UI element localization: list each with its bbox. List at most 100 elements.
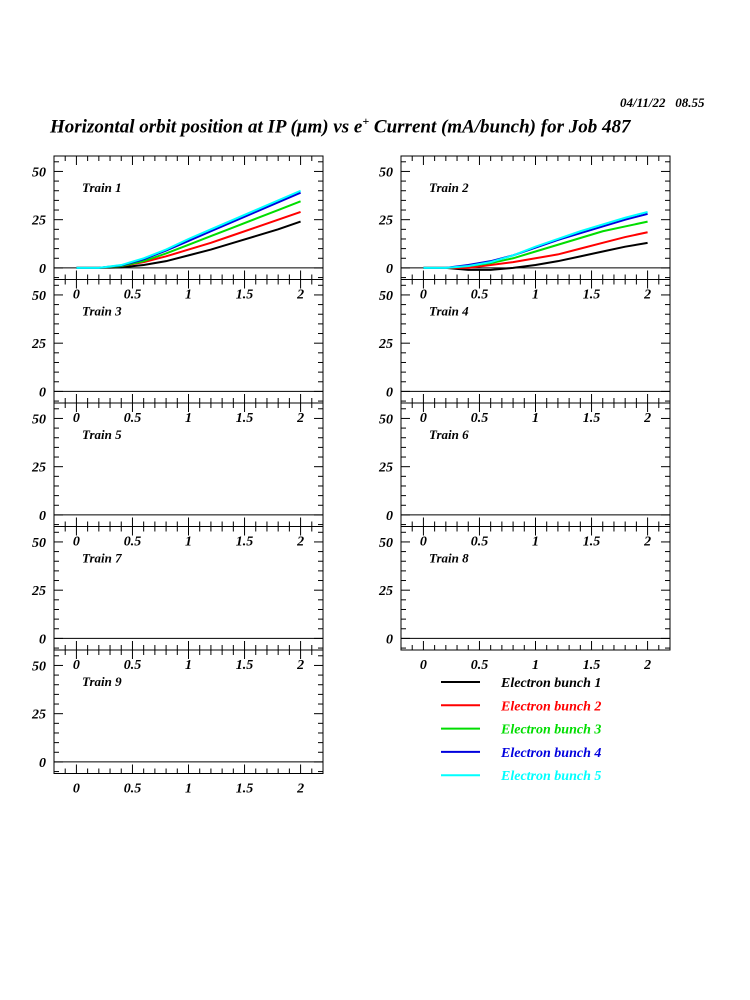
- x-tick-label: 1: [185, 535, 192, 550]
- legend-label: Electron bunch 2: [500, 699, 601, 714]
- panel-label: Train 7: [82, 551, 122, 566]
- y-tick-label: 50: [379, 165, 393, 180]
- y-tick-label: 50: [32, 289, 46, 304]
- title-part: Current (mA/bunch) for Job 487: [369, 116, 631, 138]
- x-tick-label: 0: [73, 288, 80, 303]
- title-part: m) vs e: [307, 116, 363, 138]
- y-tick-label: 50: [379, 536, 393, 551]
- x-tick-label: 1.5: [236, 288, 254, 303]
- y-tick-label: 50: [379, 289, 393, 304]
- legend-label: Electron bunch 3: [500, 723, 601, 738]
- y-tick-label: 25: [378, 584, 393, 599]
- series-line-bunch-5: [76, 189, 301, 269]
- x-tick-label: 1.5: [236, 658, 254, 673]
- series-line-bunch-5: [423, 210, 648, 269]
- y-tick-label: 50: [32, 165, 46, 180]
- series-line-bunch-4: [76, 191, 301, 269]
- x-tick-label: 1: [532, 288, 539, 303]
- y-tick-label: 50: [32, 536, 46, 551]
- x-tick-label: 0: [420, 288, 427, 303]
- y-tick-label: 25: [378, 214, 393, 229]
- y-tick-label: 25: [378, 337, 393, 352]
- y-tick-label: 0: [39, 509, 46, 524]
- panel-label: Train 5: [82, 427, 122, 442]
- y-tick-label: 25: [31, 337, 46, 352]
- x-tick-label: 1.5: [236, 782, 254, 797]
- x-tick-label: 0.5: [124, 535, 142, 550]
- y-tick-label: 0: [386, 385, 393, 400]
- x-tick-label: 1.5: [583, 535, 601, 550]
- title-mu: μ: [296, 116, 308, 138]
- x-tick-label: 2: [296, 658, 304, 673]
- x-tick-label: 1: [532, 658, 539, 673]
- panel-label: Train 3: [82, 304, 122, 319]
- x-tick-label: 2: [296, 535, 304, 550]
- panel-label: Train 4: [429, 304, 469, 319]
- panel-label: Train 1: [82, 180, 122, 195]
- y-tick-label: 25: [31, 708, 46, 723]
- x-tick-label: 0.5: [124, 658, 142, 673]
- y-tick-label: 0: [39, 262, 46, 277]
- series-line-bunch-1: [423, 241, 648, 271]
- x-tick-label: 1.5: [583, 288, 601, 303]
- date-stamp: 04/11/22 08.55: [620, 95, 705, 110]
- x-tick-label: 2: [643, 411, 651, 426]
- y-tick-label: 0: [386, 632, 393, 647]
- series-line-bunch-3: [76, 200, 301, 269]
- x-tick-label: 0: [420, 658, 427, 673]
- chart-title: Horizontal orbit position at IP (μm) vs …: [50, 114, 630, 138]
- x-tick-label: 0: [73, 658, 80, 673]
- x-tick-label: 0: [73, 782, 80, 797]
- x-tick-label: 2: [296, 288, 304, 303]
- series-line-bunch-3: [423, 220, 648, 269]
- x-tick-label: 0: [420, 411, 427, 426]
- x-tick-label: 1.5: [236, 411, 254, 426]
- x-tick-label: 0.5: [471, 658, 489, 673]
- x-tick-label: 2: [643, 535, 651, 550]
- x-tick-label: 0.5: [124, 782, 142, 797]
- y-tick-label: 0: [39, 385, 46, 400]
- x-tick-label: 1: [185, 411, 192, 426]
- x-tick-label: 2: [296, 411, 304, 426]
- legend-label: Electron bunch 5: [500, 769, 601, 784]
- x-tick-label: 0: [73, 411, 80, 426]
- legend-label: Electron bunch 1: [500, 676, 601, 691]
- y-tick-label: 25: [31, 461, 46, 476]
- x-tick-label: 2: [643, 288, 651, 303]
- x-tick-label: 1: [532, 535, 539, 550]
- y-tick-label: 50: [379, 412, 393, 427]
- x-tick-label: 0: [420, 535, 427, 550]
- x-tick-label: 2: [296, 782, 304, 797]
- x-tick-label: 1.5: [236, 535, 254, 550]
- x-tick-label: 1: [185, 782, 192, 797]
- x-tick-label: 1.5: [583, 411, 601, 426]
- panel-label: Train 9: [82, 674, 122, 689]
- title-sup: +: [362, 114, 370, 128]
- x-tick-label: 0.5: [471, 411, 489, 426]
- y-tick-label: 50: [32, 659, 46, 674]
- y-tick-label: 0: [386, 509, 393, 524]
- y-tick-label: 0: [39, 632, 46, 647]
- x-tick-label: 0.5: [471, 535, 489, 550]
- y-tick-label: 25: [31, 214, 46, 229]
- x-tick-label: 1: [532, 411, 539, 426]
- legend-label: Electron bunch 4: [500, 746, 601, 761]
- x-tick-label: 1: [185, 658, 192, 673]
- x-tick-label: 0.5: [124, 288, 142, 303]
- y-tick-label: 0: [39, 756, 46, 771]
- y-tick-label: 25: [378, 461, 393, 476]
- x-tick-label: 0.5: [124, 411, 142, 426]
- y-tick-label: 0: [386, 262, 393, 277]
- panel-label: Train 2: [429, 180, 469, 195]
- x-tick-label: 0.5: [471, 288, 489, 303]
- title-part: Horizontal orbit position at IP (: [50, 116, 297, 138]
- x-tick-label: 1.5: [583, 658, 601, 673]
- y-tick-label: 25: [31, 584, 46, 599]
- panel-label: Train 8: [429, 551, 469, 566]
- panel-label: Train 6: [429, 427, 469, 442]
- y-tick-label: 50: [32, 412, 46, 427]
- series-line-bunch-2: [423, 231, 648, 269]
- x-tick-label: 1: [185, 288, 192, 303]
- x-tick-label: 2: [643, 658, 651, 673]
